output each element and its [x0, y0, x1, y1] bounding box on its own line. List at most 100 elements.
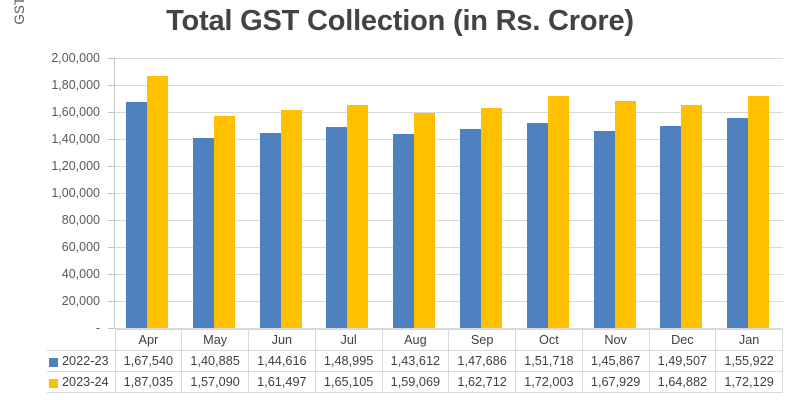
gridline	[115, 274, 783, 275]
bar-group	[182, 58, 249, 328]
column-header-Dec: Dec	[648, 329, 717, 351]
bar-2023-24-Jan[interactable]	[748, 95, 770, 328]
y-axis-tick-labels: 2,00,000 1,80,000 1,60,000 1,40,000 1,20,000…	[0, 51, 108, 335]
gridline	[115, 166, 783, 167]
bar-2022-23-Jul[interactable]	[326, 126, 348, 328]
cell-2022-23-May: 1,40,885	[181, 350, 249, 372]
y-axis-tick-label: 2,00,000	[51, 51, 100, 65]
y-axis-tick-mark	[108, 193, 114, 194]
cell-2022-23-Oct: 1,51,718	[515, 350, 583, 372]
y-axis-tick-mark	[108, 166, 114, 167]
gridline	[115, 139, 783, 140]
cell-2022-23-Nov: 1,45,867	[581, 350, 650, 372]
y-axis-tick-label: 80,000	[61, 213, 100, 227]
legend-swatch-icon	[49, 378, 58, 388]
cell-2022-23-Jul: 1,48,995	[314, 350, 383, 372]
y-axis-tick-mark	[108, 301, 114, 302]
bar-2022-23-Dec[interactable]	[660, 126, 682, 328]
bar-2023-24-May[interactable]	[213, 115, 235, 328]
bar-2023-24-Jul[interactable]	[347, 105, 369, 328]
cell-2023-24-Nov: 1,67,929	[581, 371, 650, 393]
y-axis-tick-label: 1,40,000	[51, 132, 100, 146]
table-corner-cell	[47, 330, 115, 351]
gridline	[115, 247, 783, 248]
gridline	[115, 220, 783, 221]
gridline	[115, 112, 783, 113]
bar-2022-23-Aug[interactable]	[393, 134, 415, 328]
bar-2023-24-Apr[interactable]	[147, 75, 168, 328]
bar-2022-23-Jan[interactable]	[727, 117, 749, 328]
bar-2022-23-Sep[interactable]	[460, 128, 481, 328]
y-axis-tick-label: 60,000	[61, 240, 100, 254]
y-axis-tick-mark	[108, 220, 114, 221]
cell-2022-23-Apr: 1,67,540	[114, 350, 183, 372]
legend-entry-2022-23: 2022-23	[47, 350, 116, 372]
y-axis-tick-mark	[108, 139, 114, 140]
cell-2023-24-Dec: 1,64,882	[648, 371, 717, 393]
y-axis-tick-label: -	[95, 321, 100, 335]
bar-2022-23-Oct[interactable]	[526, 123, 548, 328]
cell-2023-24-Sep: 1,62,712	[448, 371, 516, 393]
bar-2023-24-Dec[interactable]	[681, 105, 703, 328]
y-axis-tick-label: 20,000	[61, 294, 100, 308]
y-axis-tick-label: 1,00,000	[51, 186, 100, 200]
legend-label: 2022-23	[62, 353, 109, 368]
y-axis-tick-mark	[108, 112, 114, 113]
bar-2023-24-Sep[interactable]	[481, 108, 502, 328]
legend-entry-2023-24: 2023-24	[47, 371, 116, 393]
column-header-Nov: Nov	[581, 329, 650, 351]
bar-2022-23-Apr[interactable]	[126, 101, 147, 328]
bar-group	[115, 58, 182, 328]
legend-label: 2023-24	[62, 374, 109, 389]
bar-2022-23-Jun[interactable]	[259, 132, 281, 328]
table-row: Apr May Jun Jul Aug Sep Oct Nov Dec Jan	[47, 329, 783, 351]
cell-2022-23-Jun: 1,44,616	[248, 350, 316, 372]
cell-2022-23-Sep: 1,47,686	[448, 350, 516, 372]
cell-2023-24-Apr: 1,87,035	[114, 371, 183, 393]
gridline	[115, 193, 783, 194]
cell-2023-24-Aug: 1,59,069	[381, 371, 450, 393]
column-header-May: May	[181, 329, 249, 351]
plot-area	[115, 58, 783, 329]
bar-2022-23-Nov[interactable]	[593, 131, 615, 328]
y-axis-tick-mark	[108, 58, 114, 59]
y-axis-tick-label: 1,20,000	[51, 159, 100, 173]
bar-2023-24-Aug[interactable]	[414, 113, 436, 328]
column-header-Oct: Oct	[515, 329, 583, 351]
bar-2023-24-Oct[interactable]	[547, 95, 569, 328]
cell-2023-24-Oct: 1,72,003	[515, 371, 583, 393]
bar-2023-24-Jun[interactable]	[280, 109, 302, 328]
y-axis-tick-mark	[108, 274, 114, 275]
data-table: Apr May Jun Jul Aug Sep Oct Nov Dec Jan 2022-23 1,6…	[47, 329, 783, 393]
y-axis-line	[114, 58, 115, 329]
y-axis-tick-label: 1,60,000	[51, 105, 100, 119]
y-axis-tick-mark	[108, 247, 114, 248]
y-axis-tick-label: 1,80,000	[51, 78, 100, 92]
gridline	[115, 328, 783, 329]
bar-group	[583, 58, 650, 328]
column-header-Aug: Aug	[381, 329, 450, 351]
gridline	[115, 58, 783, 59]
y-axis-tick-label: 40,000	[61, 267, 100, 281]
bar-2022-23-May[interactable]	[192, 137, 214, 328]
bar-group	[315, 58, 382, 328]
table-row: 2023-24 1,87,035 1,57,090 1,61,497 1,65,105 1…	[47, 371, 783, 393]
column-header-Jun: Jun	[248, 329, 316, 351]
gridline	[115, 85, 783, 86]
column-header-Sep: Sep	[448, 329, 516, 351]
cell-2022-23-Jan: 1,55,922	[715, 350, 783, 372]
cell-2023-24-May: 1,57,090	[181, 371, 249, 393]
legend-swatch-icon	[49, 357, 58, 367]
cell-2023-24-Jan: 1,72,129	[715, 371, 783, 393]
cell-2023-24-Jun: 1,61,497	[248, 371, 316, 393]
chart-title: Total GST Collection (in Rs. Crore)	[166, 5, 634, 37]
bar-group	[249, 58, 316, 328]
column-header-Jul: Jul	[314, 329, 383, 351]
bar-2023-24-Nov[interactable]	[614, 101, 636, 328]
bar-group	[649, 58, 716, 328]
cell-2023-24-Jul: 1,65,105	[314, 371, 383, 393]
column-header-Jan: Jan	[715, 329, 783, 351]
gridline	[115, 301, 783, 302]
y-axis-tick-mark	[108, 328, 114, 329]
